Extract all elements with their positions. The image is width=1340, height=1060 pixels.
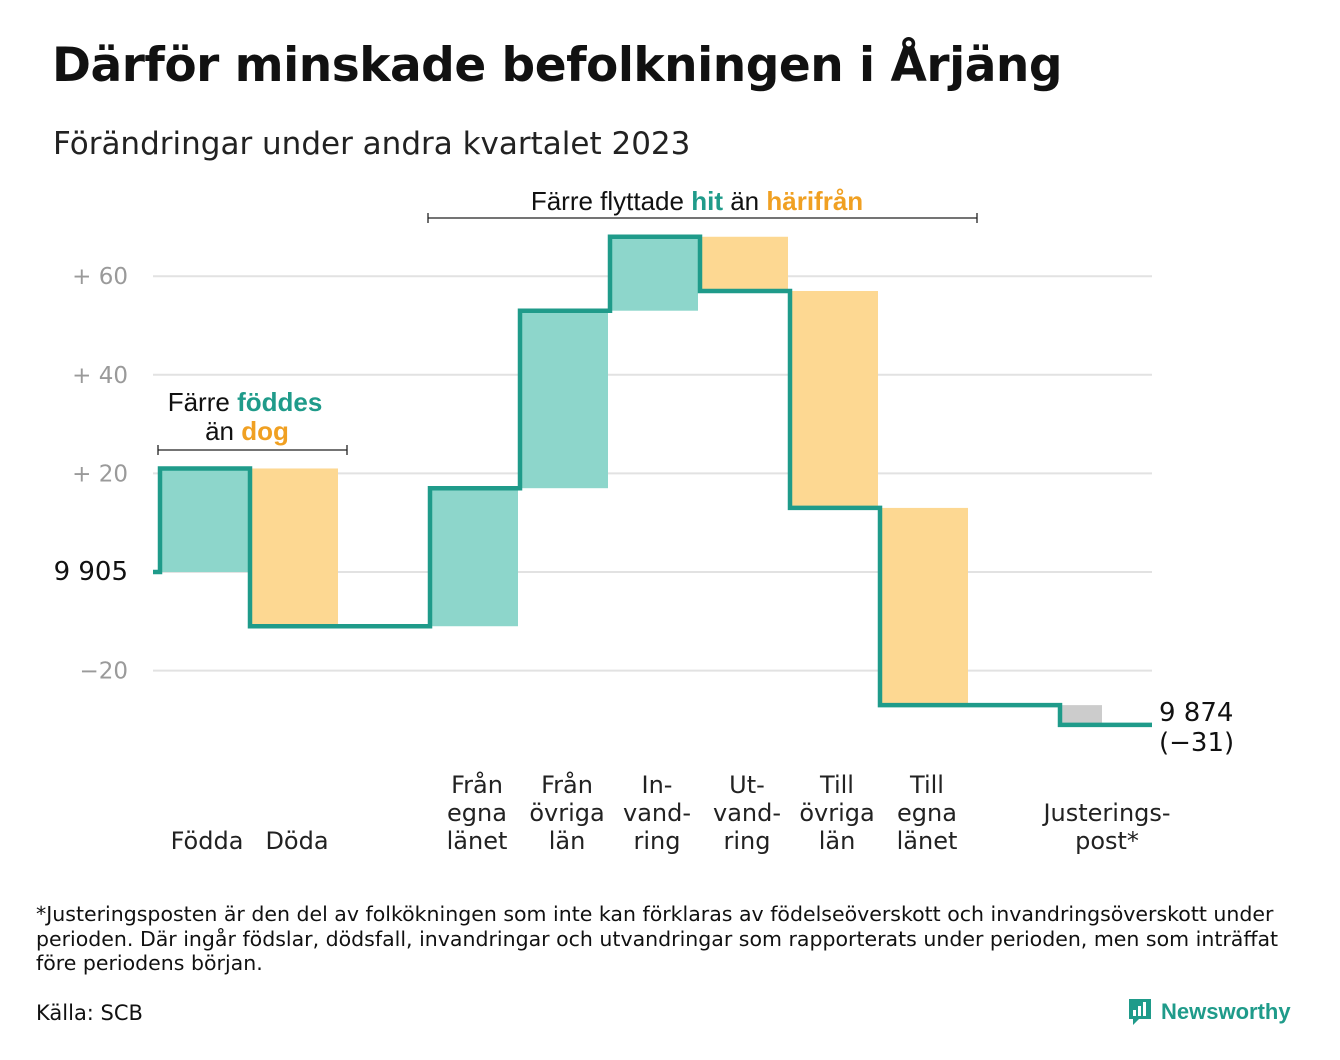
annotation-migration: Färre flyttade hit än härifrån — [427, 186, 978, 223]
y-tick-label: + 60 — [72, 264, 128, 290]
category-label-line: länet — [447, 827, 508, 855]
waterfall-bar — [1062, 705, 1102, 725]
y-tick-label: + 20 — [72, 461, 128, 487]
step-line-layer — [153, 234, 1152, 728]
annotation-migration-text: Färre flyttade hit än härifrån — [531, 186, 863, 216]
cumulative-step-line — [153, 234, 1152, 728]
category-label-line: Till — [909, 771, 944, 799]
waterfall-bar — [252, 468, 338, 627]
footnote: *Justeringsposten är den del av folkökni… — [36, 902, 1279, 975]
category-label-line: länet — [897, 827, 958, 855]
waterfall-bar — [612, 236, 698, 311]
y-tick-label: + 40 — [72, 363, 128, 389]
category-label: In-vand-ring — [623, 771, 691, 855]
category-label-line: övriga — [799, 799, 874, 827]
y-ticks-layer: + 60 + 40 + 20 −20 — [72, 264, 128, 684]
category-label-line: Till — [819, 771, 854, 799]
category-label-line: egna — [897, 799, 957, 827]
start-value-label: 9 905 — [54, 557, 128, 587]
waterfall-bar — [522, 310, 608, 489]
category-label: Från egna länet — [447, 770, 508, 855]
waterfall-bar — [792, 290, 878, 508]
source-label: Källa: SCB — [36, 1001, 143, 1025]
brand: Newsworthy — [1127, 997, 1291, 1027]
newsworthy-logo-icon — [1129, 999, 1151, 1025]
waterfall-bar — [702, 236, 788, 291]
category-label: Till övriga län — [799, 771, 874, 855]
category-label-line: Från — [541, 770, 593, 799]
category-label-line: Döda — [265, 827, 328, 855]
bars-layer — [162, 236, 1102, 725]
category-label-line: Födda — [171, 827, 244, 855]
category-label-line: Ut- — [729, 771, 765, 799]
category-label-line: län — [549, 827, 586, 855]
category-label-line: egna — [447, 799, 507, 827]
annotation-births-line2: än dog — [205, 416, 289, 446]
waterfall-bar — [882, 507, 968, 706]
category-label: Födda — [171, 827, 244, 855]
category-label-line: län — [819, 827, 856, 855]
category-label-line: post* — [1075, 827, 1139, 855]
category-label-line: ring — [634, 827, 681, 855]
end-change-label: (−31) — [1159, 728, 1234, 758]
chart-title: Därför minskade befolkningen i Årjäng — [52, 38, 1063, 93]
category-label-line: övriga — [529, 799, 604, 827]
brand-name: Newsworthy — [1161, 999, 1291, 1024]
waterfall-bar — [162, 468, 248, 572]
category-label: Ut-vand-ring — [713, 771, 781, 855]
chart-subtitle: Förändringar under andra kvartalet 2023 — [53, 126, 691, 162]
category-label-line: vand- — [713, 799, 781, 827]
waterfall-bar — [432, 488, 518, 627]
category-label-line: In- — [642, 771, 673, 799]
end-value-label: 9 874 — [1159, 698, 1233, 728]
category-label: Från övriga län — [529, 770, 604, 855]
category-label-line: ring — [724, 827, 771, 855]
category-label: Döda — [265, 827, 328, 855]
annotation-births: Färre föddes än dog — [157, 387, 348, 455]
category-label-line: Från — [451, 770, 503, 799]
annotation-births-line1: Färre föddes — [168, 387, 323, 417]
y-tick-label: −20 — [79, 659, 128, 685]
category-label: Till egna länet — [897, 771, 958, 855]
category-label-line: vand- — [623, 799, 691, 827]
category-label: Justerings-post* — [1041, 799, 1170, 855]
category-label-line: Justerings- — [1041, 799, 1170, 827]
